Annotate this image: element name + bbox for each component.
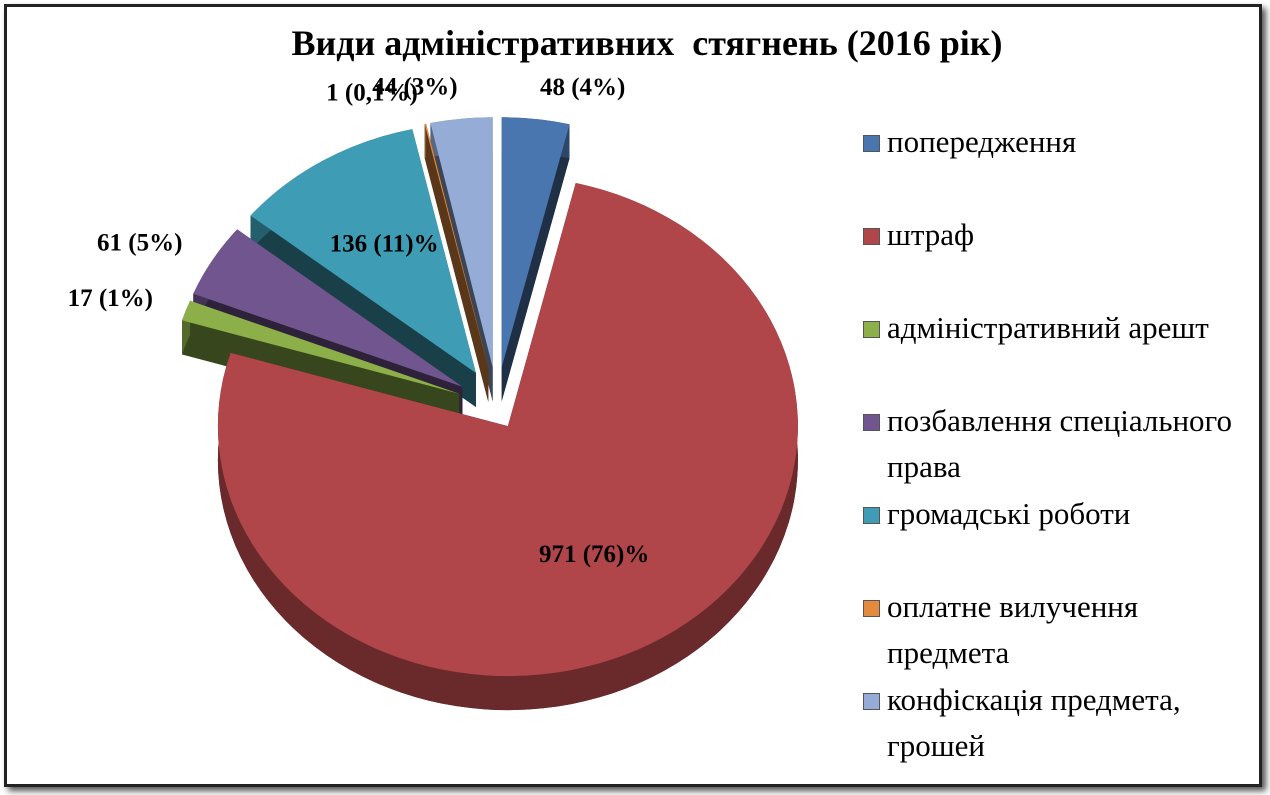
slice-wall	[501, 124, 570, 402]
legend-item: громадські роботи	[859, 491, 1259, 584]
data-label: 1 (0,1%)	[326, 79, 418, 106]
legend-item: адміністративний арешт	[859, 305, 1259, 398]
chart: Види адміністративних стягнень (2016 рік…	[68, 23, 1003, 711]
legend-item: оплатне вилучення предмета	[859, 584, 1259, 677]
slice-wall	[426, 123, 489, 402]
legend-label: оплатне вилучення предмета	[887, 589, 1139, 670]
legend-marker	[863, 693, 880, 710]
legend-item: позбавлення спеціального права	[859, 398, 1259, 491]
legend-marker	[863, 321, 880, 338]
chart-frame: Види адміністративних стягнень (2016 рік…	[4, 4, 1262, 787]
legend-label: штраф	[887, 217, 975, 252]
data-label: 136 (11)%	[330, 230, 439, 257]
legend-label: позбавлення спеціального права	[887, 403, 1232, 484]
pie-slice	[424, 123, 489, 368]
legend-label: попередження	[887, 124, 1077, 159]
legend-marker	[863, 600, 880, 617]
pie-slice	[193, 229, 463, 387]
pie-slice	[217, 183, 798, 677]
chart-title: Види адміністративних стягнень (2016 рік…	[292, 23, 1003, 63]
legend-item: штраф	[859, 212, 1259, 305]
data-label: 971 (76)%	[539, 541, 649, 568]
data-label: 17 (1%)	[68, 285, 153, 312]
legend-label: конфіскація предмета, грошей	[887, 682, 1181, 763]
legend-item: конфіскація предмета, грошей	[859, 677, 1259, 770]
pie-slice	[430, 117, 493, 368]
data-label: 61 (5%)	[97, 230, 182, 257]
legend: попередження штраф адміністративний арешт п…	[859, 119, 1259, 770]
slice-side	[424, 123, 427, 159]
pie-slice	[501, 117, 570, 368]
legend-marker	[863, 228, 880, 245]
legend-label: громадські роботи	[887, 496, 1131, 531]
pie	[182, 117, 798, 711]
data-label: 48 (4%)	[540, 74, 625, 101]
legend-label: адміністративний арешт	[887, 310, 1209, 345]
legend-marker	[863, 414, 880, 431]
legend-marker	[863, 135, 880, 152]
pie-slice	[182, 300, 460, 394]
legend-item: попередження	[859, 119, 1259, 212]
data-label: 44 (3%)	[372, 74, 457, 101]
legend-marker	[863, 507, 880, 524]
pie-slice	[250, 129, 476, 374]
